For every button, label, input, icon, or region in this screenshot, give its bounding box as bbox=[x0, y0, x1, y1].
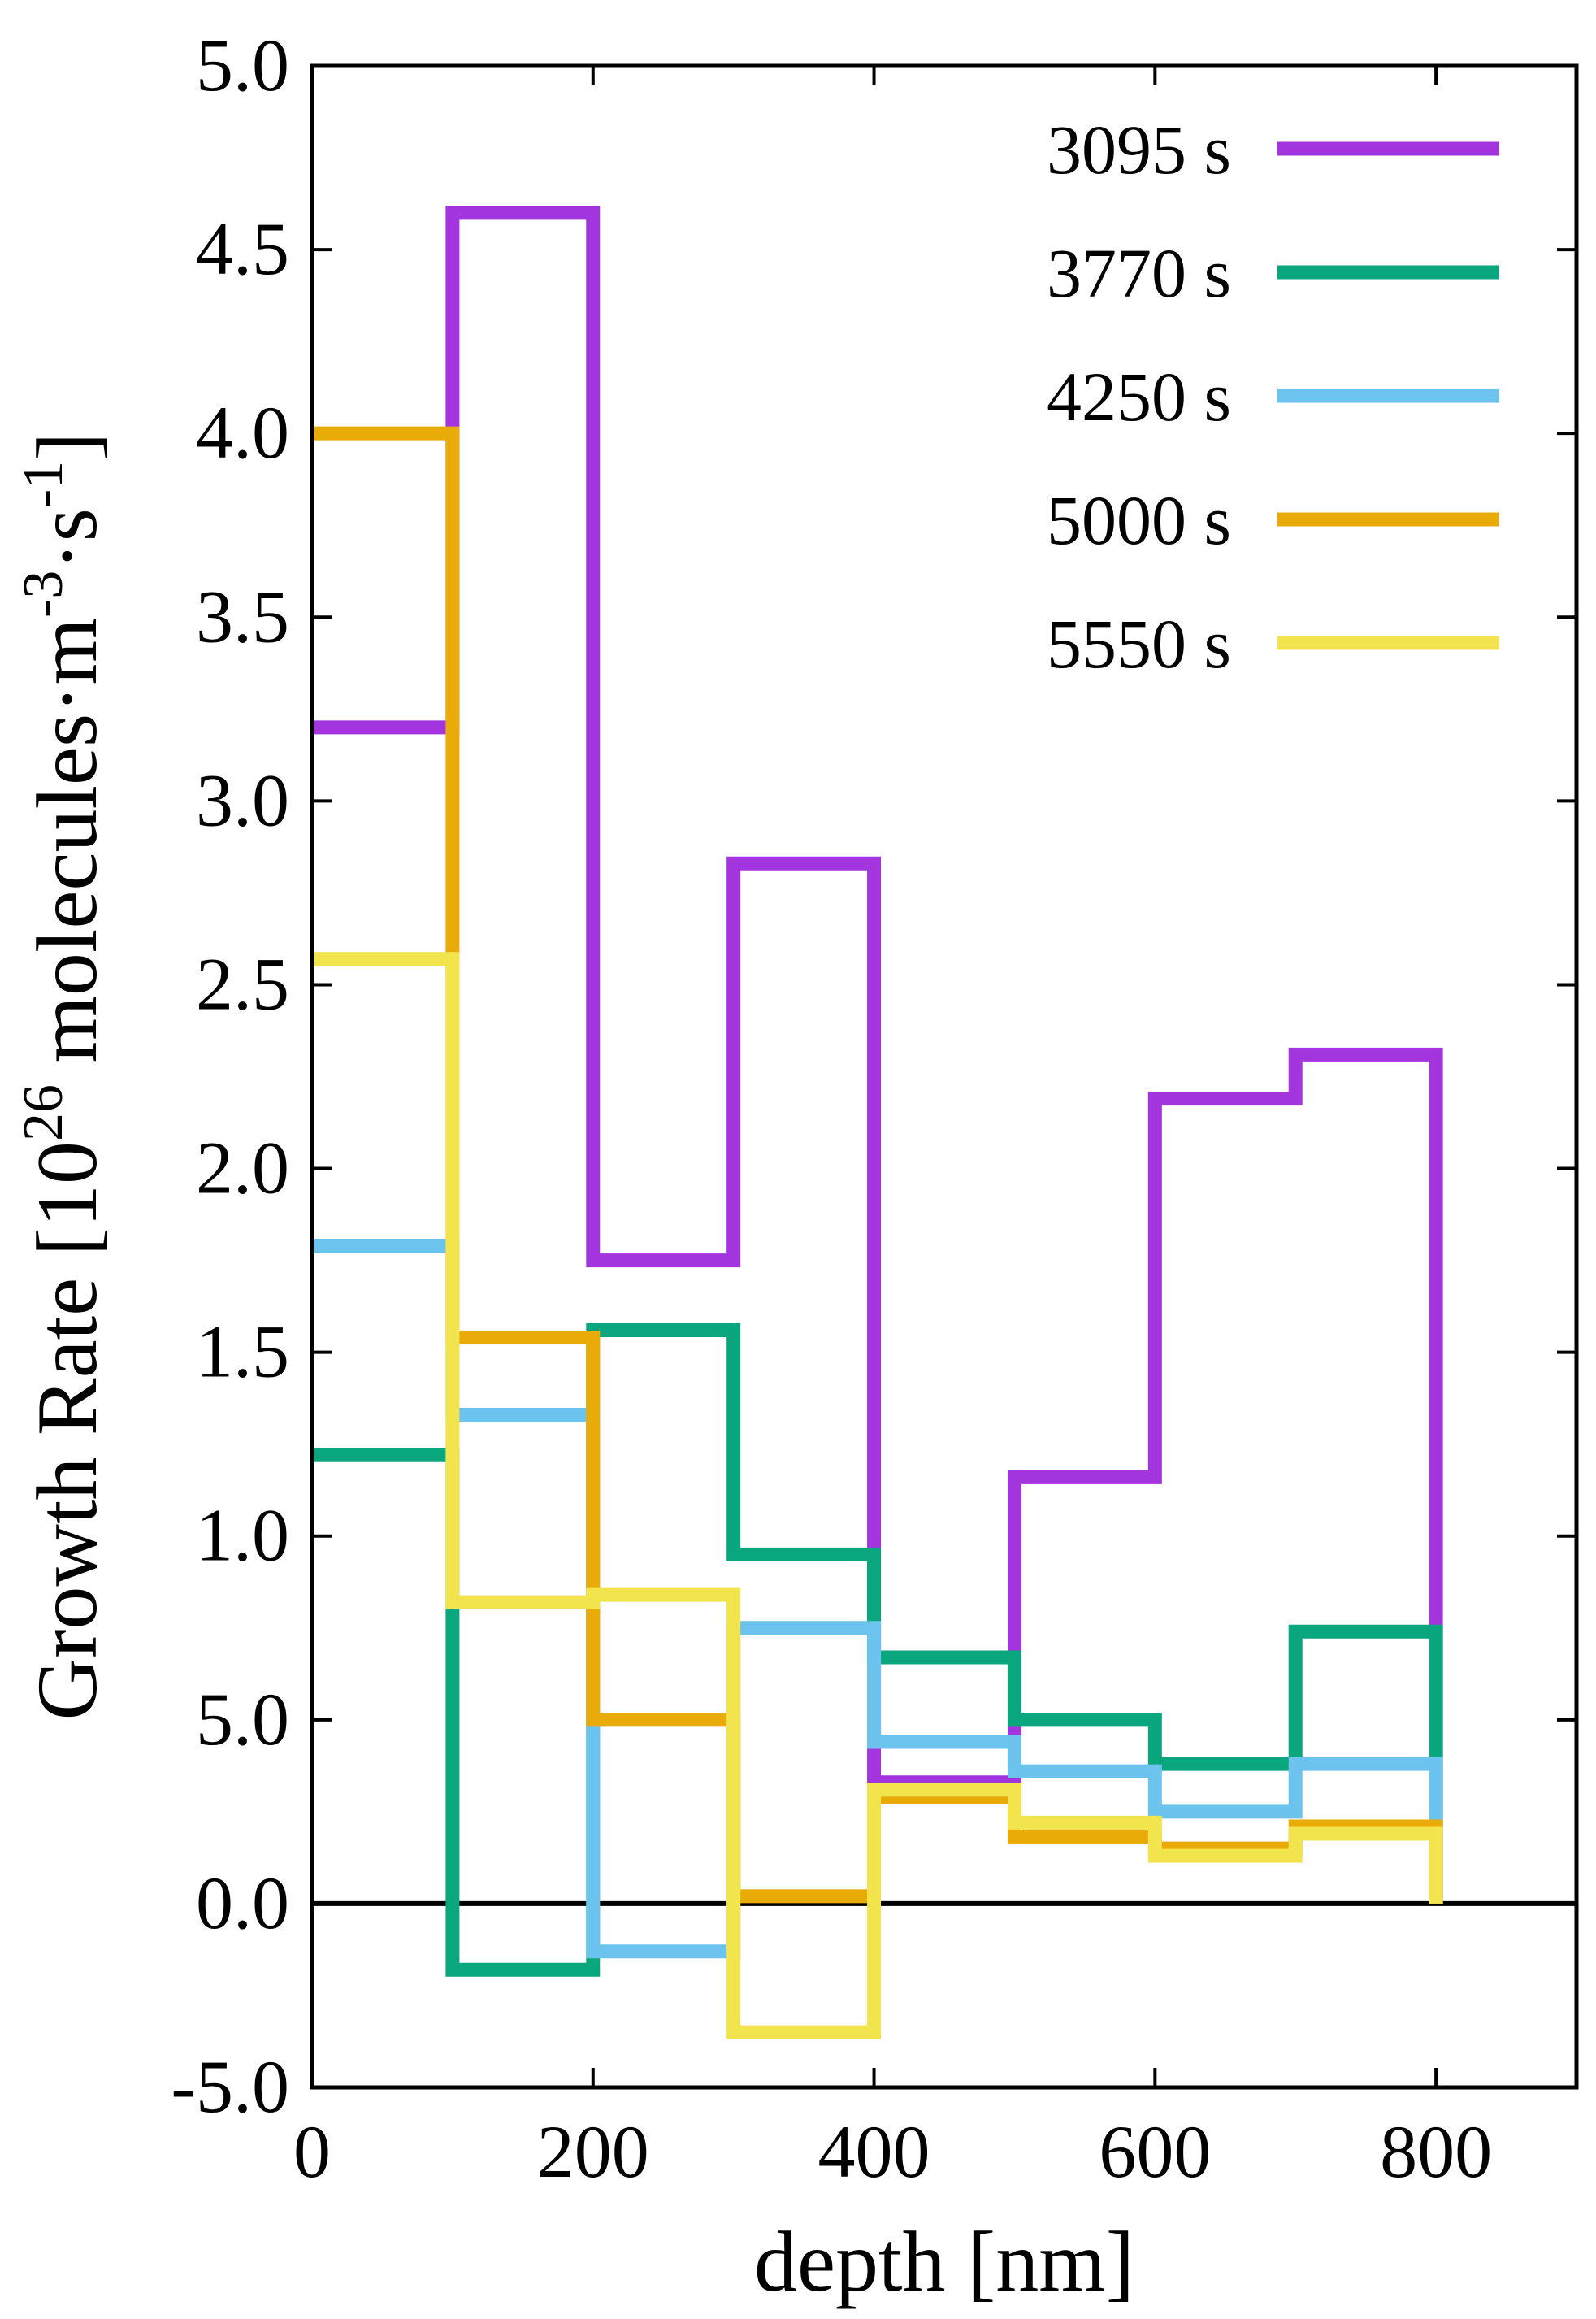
series-line-0 bbox=[312, 206, 1443, 1904]
legend-label: 3770 s bbox=[1047, 234, 1231, 312]
x-tick-label: 400 bbox=[818, 2110, 930, 2193]
y-tick-label: 5.0 bbox=[196, 1678, 289, 1761]
y-tick-label: 3.5 bbox=[196, 575, 289, 658]
y-tick-label: 5.0 bbox=[196, 24, 289, 106]
series-layer bbox=[312, 206, 1443, 2039]
legend-label: 4250 s bbox=[1047, 358, 1231, 436]
y-tick-label: 3.0 bbox=[196, 758, 289, 841]
x-tick-label: 200 bbox=[537, 2110, 649, 2193]
legend: 3095 s 3770 s 4250 s 5000 s 5550 s bbox=[1047, 111, 1499, 683]
series-line-2 bbox=[312, 1239, 1443, 1959]
x-tick-label: 0 bbox=[293, 2110, 331, 2193]
x-axis-title: depth [nm] bbox=[754, 2214, 1134, 2309]
y-tick-label: 4.5 bbox=[196, 207, 289, 290]
y-tick-label: -5.0 bbox=[171, 2045, 289, 2128]
plot-frame bbox=[310, 63, 1579, 2090]
label-layer: -5.0 0.0 5.0 1.0 1.5 2.0 2.5 3.0 3.5 4.0 4.5 5.0 0 20… bbox=[171, 24, 1492, 2193]
legend-label: 5000 s bbox=[1047, 481, 1231, 559]
y-tick-label: 1.0 bbox=[196, 1494, 289, 1577]
y-tick-label: 0.0 bbox=[196, 1861, 289, 1944]
x-tick-label: 800 bbox=[1380, 2110, 1492, 2193]
legend-label: 5550 s bbox=[1047, 605, 1231, 683]
y-tick-label: 4.0 bbox=[196, 391, 289, 474]
y-axis-title: Growth Rate [1026 molecules·m-3·s-1] bbox=[12, 432, 115, 1721]
y-tick-label: 2.5 bbox=[196, 942, 289, 1025]
series-line-4 bbox=[312, 952, 1443, 2039]
legend-label: 3095 s bbox=[1047, 111, 1231, 189]
y-tick-label: 1.5 bbox=[196, 1310, 289, 1393]
y-tick-label: 2.0 bbox=[196, 1127, 289, 1209]
x-tick-label: 600 bbox=[1099, 2110, 1211, 2193]
